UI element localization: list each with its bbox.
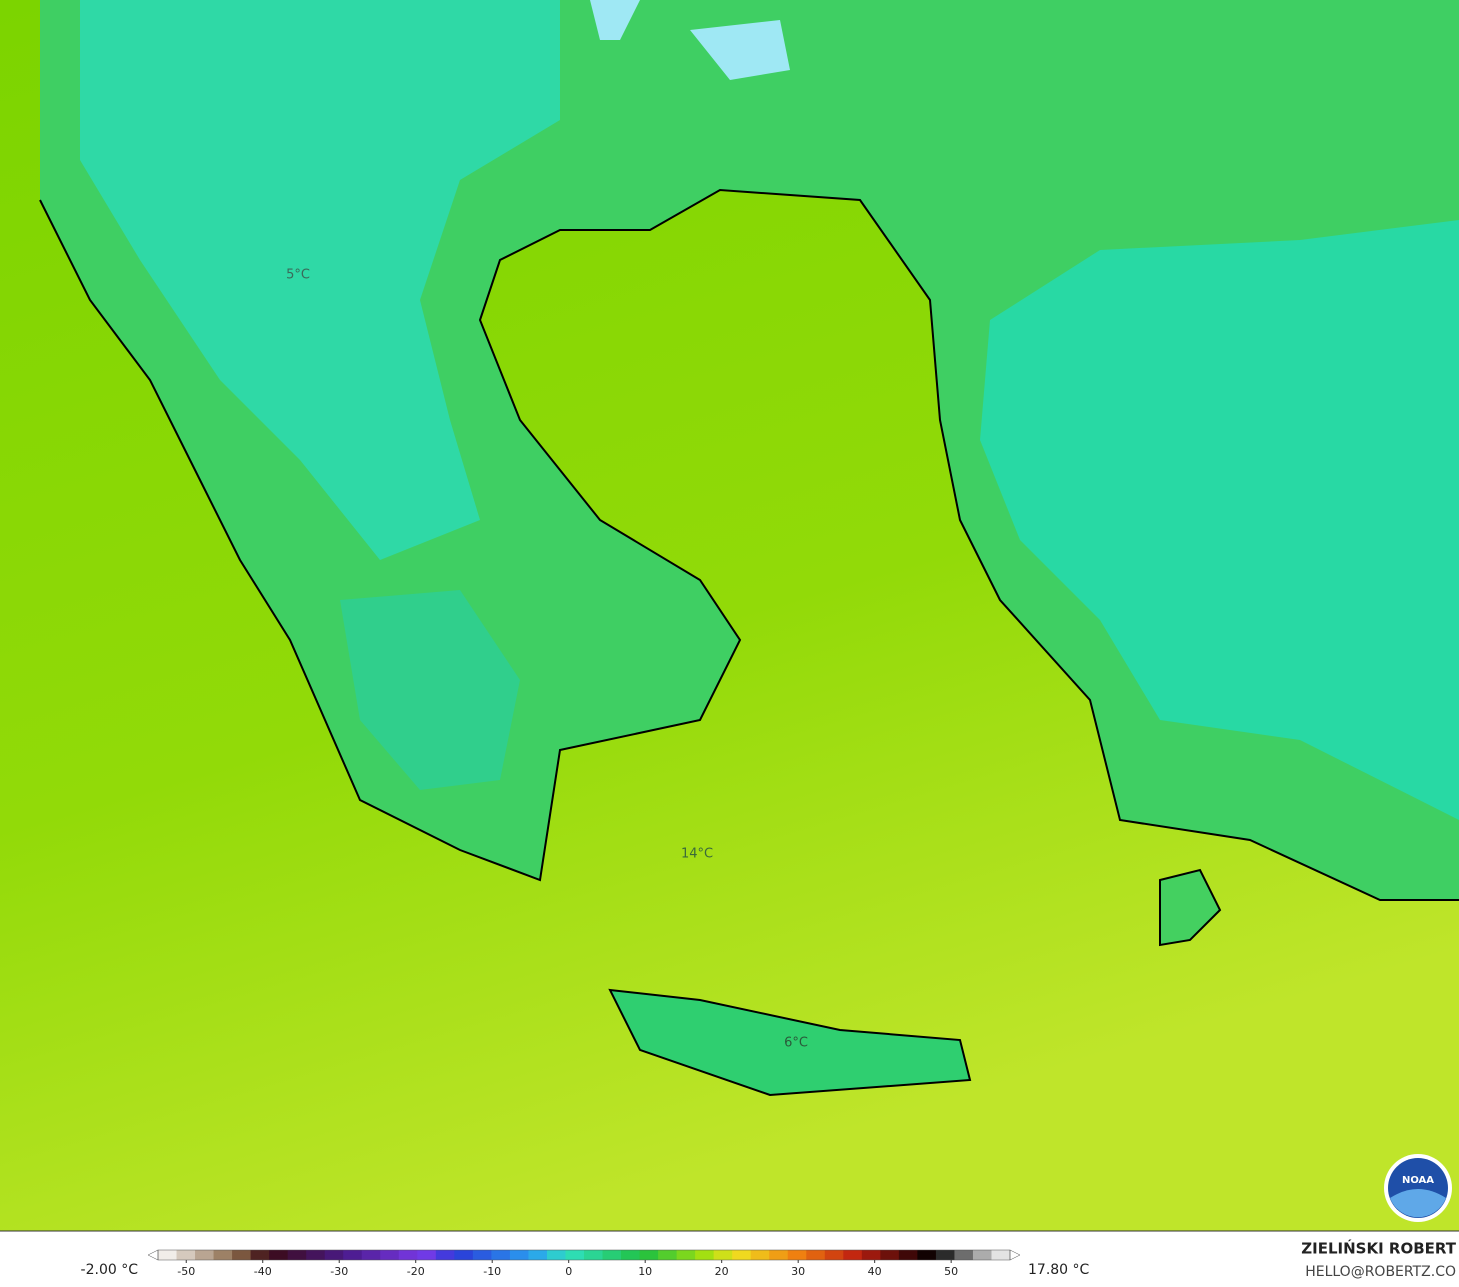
noaa-logo: NOAA xyxy=(1384,1154,1452,1222)
map-label: 14°C xyxy=(681,847,713,862)
colorbar-swatch xyxy=(232,1250,252,1260)
land-peloponnese xyxy=(340,590,520,790)
colorbar-swatch xyxy=(306,1250,326,1260)
colorbar-swatch xyxy=(158,1250,178,1260)
colorbar-swatch xyxy=(843,1250,863,1260)
colorbar-swatch xyxy=(361,1250,381,1260)
colorbar-swatch xyxy=(176,1250,196,1260)
colorbar-swatch xyxy=(713,1250,733,1260)
colorbar-swatch xyxy=(732,1250,752,1260)
colorbar-swatch xyxy=(528,1250,548,1260)
colorbar-swatch xyxy=(676,1250,696,1260)
cold-spots xyxy=(590,0,790,80)
colorbar-swatch xyxy=(343,1250,363,1260)
colorbar-swatch xyxy=(435,1250,455,1260)
colorbar-swatch xyxy=(546,1250,566,1260)
colorbar-end xyxy=(147,1249,159,1261)
land-balkans xyxy=(80,0,560,560)
colorbar-swatch xyxy=(769,1250,789,1260)
colorbar-swatch xyxy=(584,1250,604,1260)
colorbar-tick-label: 50 xyxy=(944,1265,958,1278)
colorbar-swatch xyxy=(491,1250,511,1260)
colorbar-swatch xyxy=(195,1250,215,1260)
colorbar-swatch xyxy=(509,1250,529,1260)
colorbar-swatch xyxy=(417,1250,437,1260)
credit-name: ZIELIŃSKI ROBERT xyxy=(1301,1239,1456,1258)
colorbar-swatch xyxy=(991,1250,1011,1260)
colorbar-swatch xyxy=(972,1250,992,1260)
colorbar-swatch xyxy=(380,1250,400,1260)
colorbar-swatch xyxy=(621,1250,641,1260)
colorbar-swatch xyxy=(695,1250,715,1260)
colorbar-swatch xyxy=(287,1250,307,1260)
colorbar-tick-label: 0 xyxy=(565,1265,572,1278)
colorbar-swatch xyxy=(917,1250,937,1260)
colorbar-swatch xyxy=(880,1250,900,1260)
colorbar-tick-label: -10 xyxy=(483,1265,501,1278)
map: 5°C 14°C 6°C NOAA xyxy=(0,0,1459,1231)
colorbar-swatch xyxy=(861,1250,881,1260)
colorbar-swatch xyxy=(639,1250,659,1260)
colorbar: -2.00 °C 17.80 °C -50 -40 -30 -20 -10 0 10 20 30… xyxy=(81,1249,1090,1278)
colorbar-tick-label: -40 xyxy=(254,1265,272,1278)
colorbar-tick-label: 10 xyxy=(638,1265,652,1278)
colorbar-swatch xyxy=(898,1250,918,1260)
map-label: 6°C xyxy=(784,1036,808,1051)
logo-wave xyxy=(1390,1189,1446,1218)
credit-email: HELLO@ROBERTZ.CO xyxy=(1305,1264,1456,1280)
colorbar-swatch xyxy=(213,1250,233,1260)
colorbar-swatch xyxy=(787,1250,807,1260)
colorbar-min: -2.00 °C xyxy=(81,1262,139,1278)
logo-text: NOAA xyxy=(1402,1175,1434,1186)
colorbar-tick-label: 20 xyxy=(715,1265,729,1278)
colorbar-swatch xyxy=(750,1250,770,1260)
colorbar-frame xyxy=(157,1249,1011,1261)
colorbar-swatch xyxy=(454,1250,474,1260)
colorbar-swatch xyxy=(250,1250,270,1260)
colorbar-tick-label: 40 xyxy=(868,1265,882,1278)
colorbar-swatch xyxy=(806,1250,826,1260)
colorbar-end xyxy=(1009,1249,1021,1261)
colorbar-swatch xyxy=(472,1250,492,1260)
land-rhodes xyxy=(1159,868,1222,947)
colorbar-swatch xyxy=(824,1250,844,1260)
colorbar-tick-label: 30 xyxy=(791,1265,805,1278)
land-anatolia xyxy=(60,0,1459,820)
colorbar-swatch xyxy=(935,1250,955,1260)
colorbar-max: 17.80 °C xyxy=(1028,1262,1090,1278)
colorbar-tick-label: -30 xyxy=(330,1265,348,1278)
colorbar-swatch xyxy=(269,1250,289,1260)
colorbar-tick-label: -50 xyxy=(177,1265,195,1278)
colorbar-tick-label: -20 xyxy=(407,1265,425,1278)
colorbar-swatch xyxy=(602,1250,622,1260)
coastline xyxy=(39,188,1459,901)
colorbar-swatch xyxy=(324,1250,344,1260)
map-label: 5°C xyxy=(286,268,310,283)
land-crete xyxy=(608,988,972,1097)
colorbar-swatch xyxy=(954,1250,974,1260)
colorbar-swatch xyxy=(565,1250,585,1260)
colorbar-swatch xyxy=(398,1250,418,1260)
colorbar-swatch xyxy=(658,1250,678,1260)
